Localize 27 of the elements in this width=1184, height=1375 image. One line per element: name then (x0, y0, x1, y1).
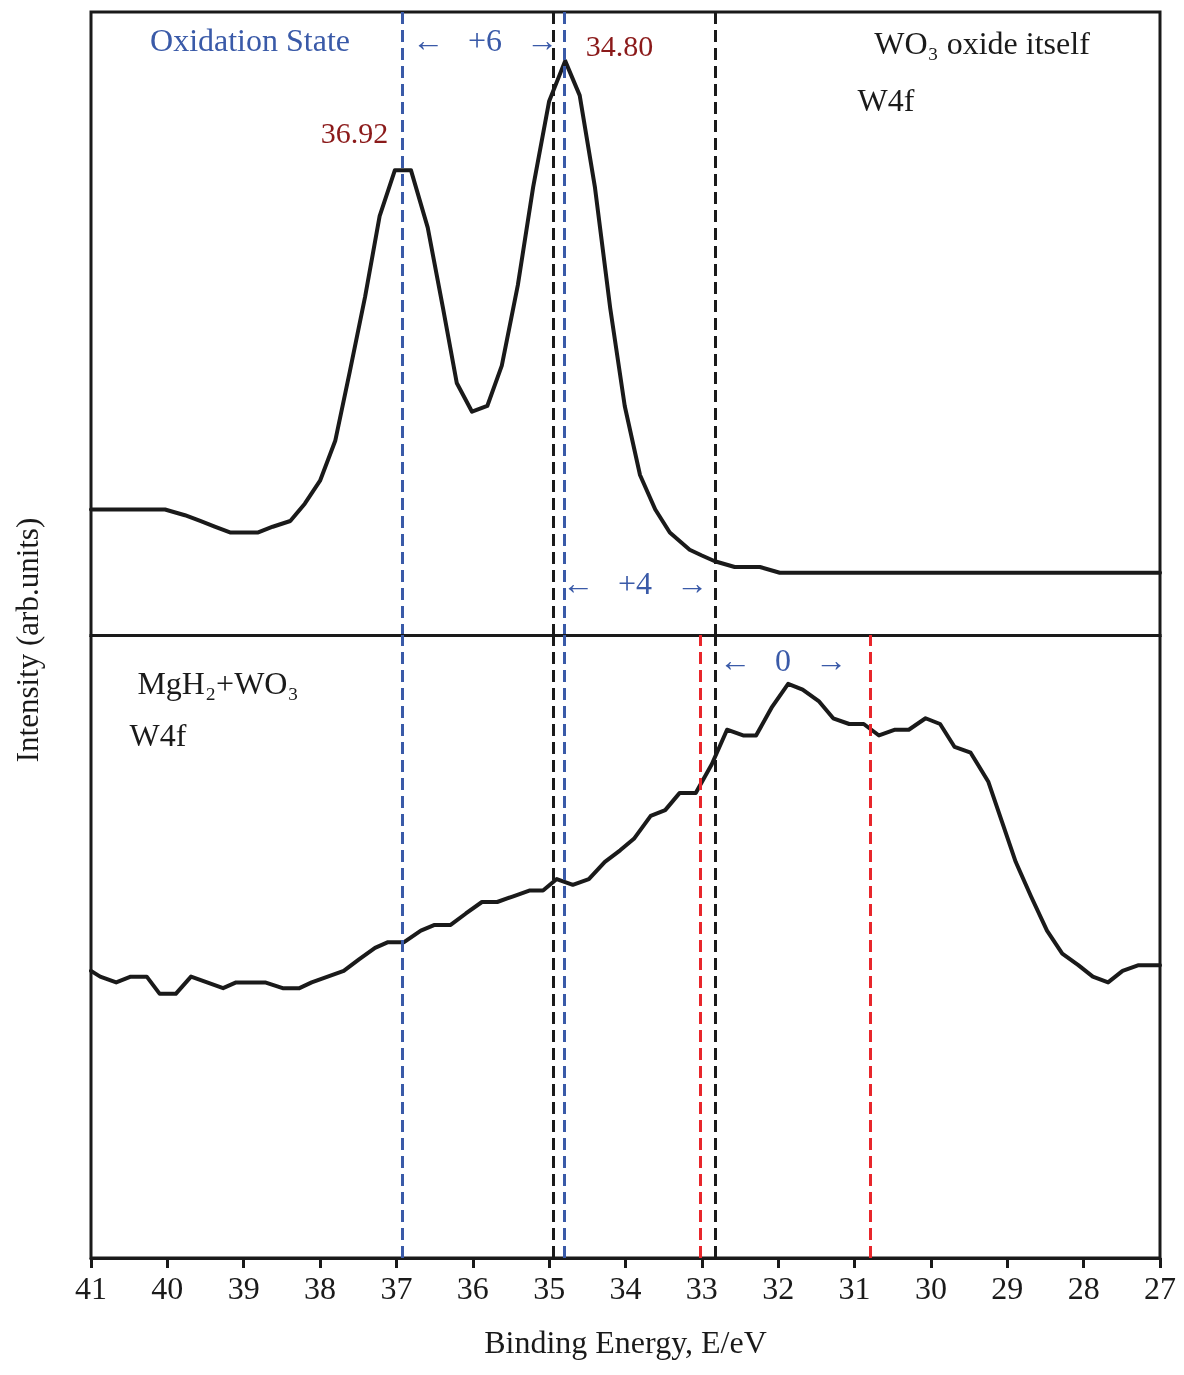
x-axis-title: Binding Energy, E/eV (484, 1324, 767, 1360)
x-tick-label: 41 (75, 1270, 107, 1306)
x-tick-label: 40 (151, 1270, 184, 1306)
x-tick-label: 38 (304, 1270, 337, 1306)
annotation: ← +4 → (561, 565, 709, 601)
x-tick-label: 35 (533, 1270, 566, 1306)
annotation: MgH₂+WO₃ (137, 665, 299, 701)
text: ← 0 → (719, 642, 847, 678)
x-tick-label: 33 (685, 1270, 718, 1306)
x-tick-label: 37 (380, 1270, 413, 1306)
annotation: WO₃ oxide itself (874, 25, 1091, 61)
x-tick-label: 32 (762, 1270, 795, 1306)
x-tick-label: 27 (1144, 1270, 1176, 1306)
text: Oxidation State (150, 22, 350, 58)
x-tick-label: 30 (914, 1270, 947, 1306)
annotation: W4f (129, 717, 187, 753)
x-tick-label: 31 (838, 1270, 871, 1306)
x-tick-label: 34 (609, 1270, 642, 1306)
text: ← +6 → (411, 22, 559, 58)
ref-line-label: 34.80 (585, 28, 654, 62)
y-axis-title: Intensity (arb.units) (10, 517, 46, 763)
annotation: W4f (857, 82, 915, 118)
x-tick-label: 28 (1067, 1270, 1100, 1306)
x-tick-label: 36 (456, 1270, 489, 1306)
x-tick-label: 29 (991, 1270, 1024, 1306)
ref-line-label: 36.92 (320, 115, 389, 149)
x-tick-label: 39 (227, 1270, 260, 1306)
